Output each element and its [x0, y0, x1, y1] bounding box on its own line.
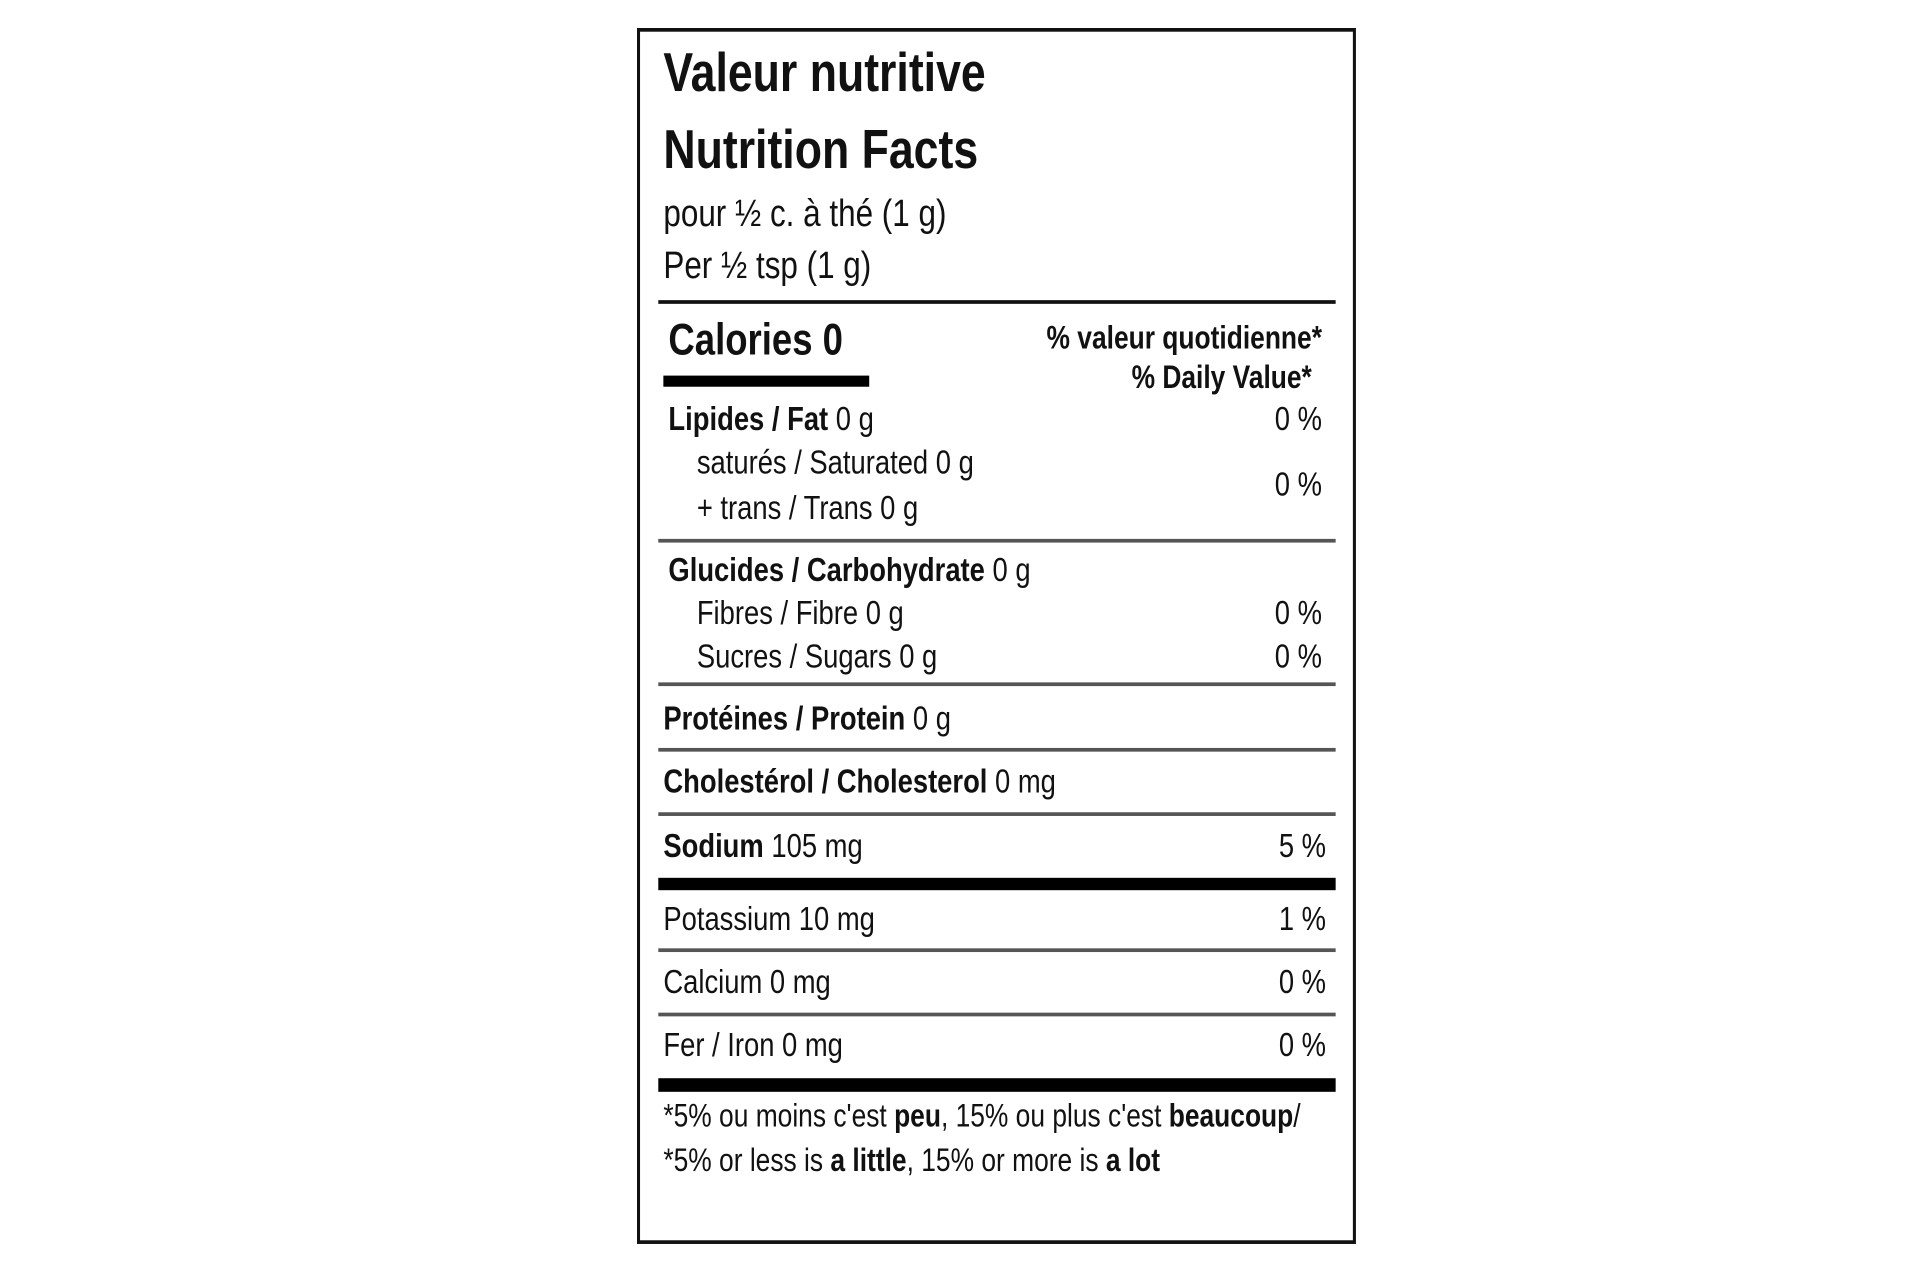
thick-rule	[658, 877, 1336, 891]
dv-header-fr: % valeur quotidienne*	[1046, 318, 1322, 356]
sub-nutrient: Sucres / Sugars 0 g	[696, 637, 938, 675]
footnote: *5% ou moins c'est peu, 15% ou plus c'es…	[663, 1093, 1312, 1182]
nutrient-amount: 0 g	[912, 699, 951, 737]
nutrition-label: Valeur nutritive Nutrition Facts pour ½ …	[637, 28, 1356, 1244]
rule	[658, 538, 1336, 543]
nutrient-row: Sodium 105 mg	[663, 827, 863, 865]
rule	[658, 747, 1336, 752]
dv-header-en: % Daily Value*	[1131, 358, 1312, 396]
nutrient-row: Fer / Iron 0 mg	[663, 1026, 843, 1064]
nutrient-name: Lipides / Fat	[668, 400, 829, 438]
nutrient-amount: 0 g	[992, 551, 1031, 589]
nutrient-row: Lipides / Fat 0 g	[668, 400, 874, 438]
daily-value: 1 %	[1278, 900, 1327, 938]
footnote-segment: a lot	[1105, 1141, 1161, 1179]
nutrient-row: Protéines / Protein 0 g	[663, 702, 951, 735]
sub-nutrient: saturés / Saturated 0 g	[696, 443, 974, 481]
title-fr: Valeur nutritive	[663, 42, 986, 104]
daily-value: 0 %	[1274, 594, 1322, 632]
footnote-segment: a little	[830, 1141, 907, 1179]
footnote-segment: beaucoup	[1168, 1096, 1294, 1134]
nutrient-row: Cholestérol / Cholesterol 0 mg	[663, 765, 1056, 798]
daily-value: 0 %	[1278, 963, 1327, 1001]
nutrient-name: Sodium	[663, 827, 764, 865]
daily-value: 0 %	[1278, 1026, 1327, 1064]
rule	[658, 1012, 1336, 1017]
footnote-segment: peu	[894, 1096, 941, 1134]
rule	[658, 682, 1336, 687]
nutrient-row: Potassium 10 mg	[663, 900, 875, 938]
label-frame: Valeur nutritive Nutrition Facts pour ½ …	[637, 28, 1356, 1244]
footnote-segment: / *5% or less is	[663, 1096, 1308, 1179]
calories: Calories 0	[668, 313, 843, 365]
footnote-segment: , 15% or more is	[906, 1141, 1106, 1179]
daily-value: 0 %	[1274, 400, 1322, 438]
thick-rule	[658, 1078, 1336, 1092]
serving-en: Per ½ tsp (1 g)	[663, 243, 872, 287]
nutrient-amount: 0 g	[835, 400, 874, 438]
nutrient-amount: 105 mg	[771, 827, 863, 865]
daily-value: 5 %	[1278, 827, 1327, 865]
sub-nutrient: + trans / Trans 0 g	[696, 489, 919, 527]
rule	[658, 948, 1336, 953]
title-en: Nutrition Facts	[663, 119, 979, 181]
nutrient-name: Cholestérol / Cholesterol	[663, 762, 988, 800]
nutrient-row: Glucides / Carbohydrate 0 g	[668, 551, 1031, 589]
rule	[658, 812, 1336, 816]
nutrient-amount: 0 mg	[995, 762, 1056, 800]
serving-fr: pour ½ c. à thé (1 g)	[663, 191, 947, 235]
nutrient-name: Protéines / Protein	[663, 699, 906, 737]
footnote-segment: *5% ou moins c'est	[663, 1096, 895, 1134]
sub-nutrient: Fibres / Fibre 0 g	[696, 594, 904, 632]
nutrient-row: Calcium 0 mg	[663, 963, 831, 1001]
calories-bar	[663, 375, 870, 387]
daily-value: 0 %	[1274, 637, 1322, 675]
footnote-segment: , 15% ou plus c'est	[940, 1096, 1169, 1134]
nutrient-name: Glucides / Carbohydrate	[668, 551, 985, 589]
daily-value: 0 %	[1274, 465, 1322, 504]
rule	[658, 300, 1336, 304]
